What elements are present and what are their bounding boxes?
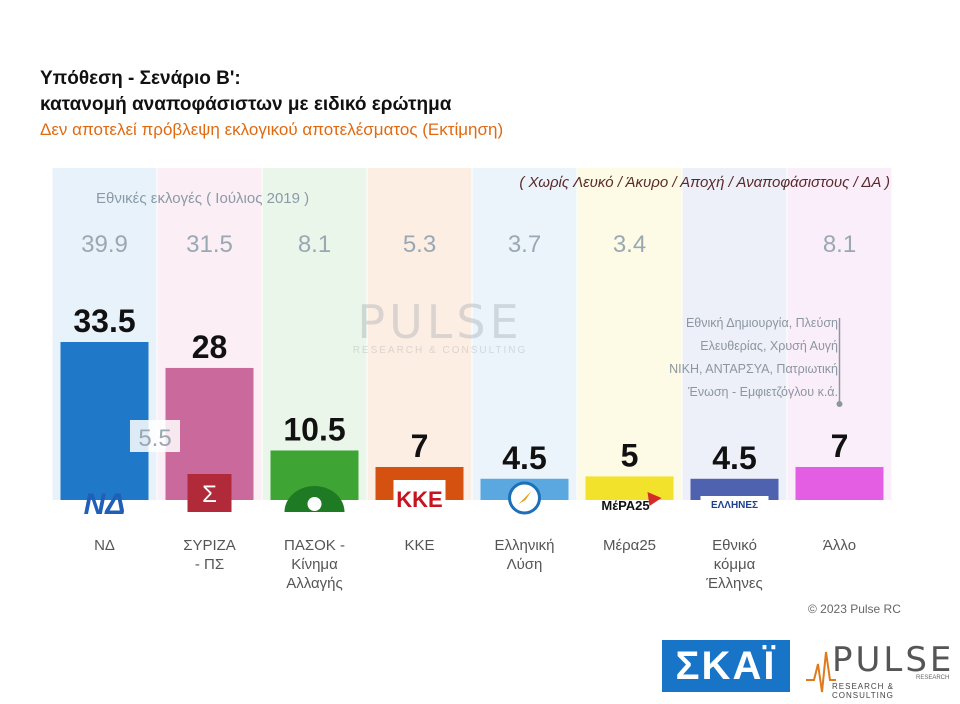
compass-needle (518, 491, 532, 504)
category-label: Έλληνες (705, 575, 763, 592)
watermark-text: PULSE (357, 295, 523, 349)
category-label: ΚΚΕ (404, 537, 434, 554)
ellines-logo: ΕΛΛΗΝΕΣ (711, 500, 758, 511)
pasok-logo-sun (307, 497, 322, 511)
pulse-logo: PULSE RESEARCH RESEARCH & CONSULTING (806, 640, 951, 700)
bar (585, 476, 674, 500)
previous-value-label: 31.5 (186, 231, 233, 258)
gap-label: 5.5 (138, 425, 171, 452)
column-background (682, 168, 787, 500)
ellines-logo-background (700, 496, 769, 512)
kke-logo: ΚΚΕ (396, 487, 442, 512)
value-label: 4.5 (502, 440, 546, 476)
value-label: 33.5 (73, 303, 135, 339)
nd-logo: ΝΔ (84, 488, 126, 521)
kke-logo-background (393, 480, 446, 512)
value-label: 7 (831, 428, 849, 464)
syriza-logo (187, 474, 232, 512)
category-label: Κίνημα (291, 556, 338, 573)
category-label: Ελληνική (494, 537, 554, 554)
column-background (262, 168, 367, 500)
value-label: 5 (621, 437, 639, 473)
gap-label-background (130, 420, 180, 452)
category-label: Μέρα25 (603, 537, 656, 554)
skai-logo: ΣΚΑΪ (662, 640, 790, 692)
value-label: 28 (192, 329, 228, 365)
category-label: ΠΑΣΟΚ - (284, 537, 345, 554)
previous-value-label: 3.7 (508, 231, 541, 258)
other-note-line: Εθνική Δημιουργία, Πλεύση (685, 316, 838, 330)
previous-value-label: 8.1 (823, 231, 856, 258)
other-parties-note: Εθνική Δημιουργία, Πλεύση Ελευθερίας, Χρ… (669, 312, 838, 404)
other-note-connector-dot (836, 401, 843, 407)
previous-election-label: Εθνικές εκλογές ( Ιούλιος 2019 ) (96, 190, 310, 207)
pulse-wave-icon (806, 651, 836, 693)
category-label: κόμμα (714, 556, 756, 573)
column-background (367, 168, 472, 500)
previous-value-label: 5.3 (403, 231, 436, 258)
copyright-text: © 2023 Pulse RC (808, 602, 901, 616)
pulse-watermark: PULSE RESEARCH & CONSULTING (330, 295, 550, 356)
category-label: ΝΔ (94, 537, 115, 554)
other-note-line: ΝΙΚΗ, ΑΝΤΑΡΣΥΑ, Πατριωτική (669, 362, 838, 376)
column-background (472, 168, 577, 500)
syriza-logo-letter: Σ (202, 481, 217, 508)
chart-title-line2: κατανομή αναποφάσιστων με ειδικό ερώτημα (40, 94, 452, 115)
category-label: ΣΥΡΙΖΑ (183, 537, 236, 554)
exclusion-note: ( Χωρίς Λευκό / Άκυρο / Αποχή / Αναποφάσ… (519, 174, 890, 191)
value-label: 10.5 (283, 411, 345, 447)
column-background (577, 168, 682, 500)
watermark-subtext: RESEARCH & CONSULTING (352, 345, 528, 356)
other-note-line: Ένωση - Εμφιετζόγλου κ.ά. (688, 385, 838, 399)
previous-value-label: 8.1 (298, 231, 331, 258)
bar (795, 466, 884, 500)
value-label: 7 (411, 428, 429, 464)
previous-value-label: 39.9 (81, 231, 128, 258)
pulse-logo-text: PULSE (832, 640, 955, 680)
mera25-logo-mark (647, 492, 662, 506)
chart-subtitle: Δεν αποτελεί πρόβλεψη εκλογικού αποτελέσ… (40, 120, 504, 139)
bar (690, 478, 779, 500)
category-label: Αλλαγής (286, 575, 343, 592)
pulse-logo-subtext: RESEARCH (916, 675, 950, 681)
category-label: Εθνικό (712, 537, 757, 554)
previous-value-label: 3.4 (613, 231, 646, 258)
other-note-line: Ελευθερίας, Χρυσή Αυγή (700, 339, 838, 353)
category-label: Άλλο (823, 537, 856, 554)
chart-title-line1: Υπόθεση - Σενάριο Β': (40, 68, 241, 89)
category-label: - ΠΣ (195, 556, 224, 573)
pulse-logo-tagline: RESEARCH & CONSULTING (832, 682, 895, 700)
mera25-logo: ΜέΡΑ25 (601, 498, 649, 513)
value-label: 4.5 (712, 440, 756, 476)
category-label: Λύση (507, 556, 543, 573)
